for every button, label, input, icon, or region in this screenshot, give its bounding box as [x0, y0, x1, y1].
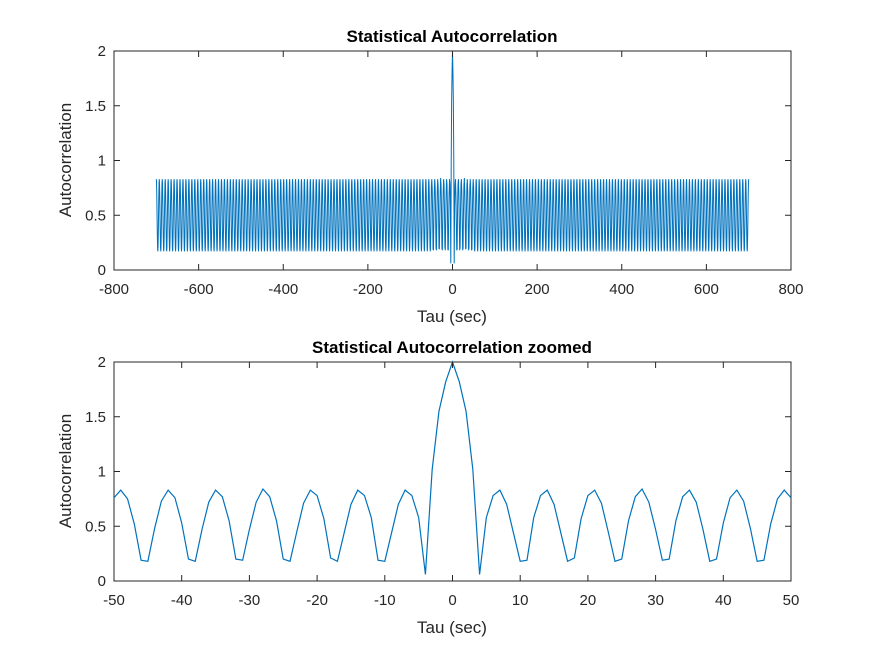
bottom-plot-y-axis-label: Autocorrelation — [56, 414, 75, 528]
bottom-plot-x-axis-label: Tau (sec) — [417, 618, 487, 637]
bottom-plot-y-tick-label: 0 — [98, 573, 106, 590]
bottom-plot-y-tick-label: 1.5 — [85, 409, 106, 426]
bottom-plot-area — [113, 361, 792, 582]
bottom-plot-x-tick-label: 30 — [647, 592, 664, 609]
bottom-plot-y-tick-label: 1 — [98, 464, 106, 481]
bottom-plot-x-tick-label: 10 — [512, 592, 529, 609]
top-plot-x-tick-label: -200 — [353, 281, 383, 298]
top-plot-ticks: -800 -600 -400 -200 0 200 400 600 800 0 0.5 1 1.5 2 — [85, 43, 803, 298]
bottom-plot-x-tick-label: -20 — [306, 592, 328, 609]
top-plot-y-tick-label: 1.5 — [85, 98, 106, 115]
bottom-plot-title: Statistical Autocorrelation zoomed — [312, 338, 592, 357]
bottom-plot: -50 -40 -30 -20 -10 0 10 20 30 40 50 0 0.5 1 1.5 2 Stat… — [56, 338, 799, 637]
top-plot-y-tick-label: 0.5 — [85, 207, 106, 224]
bottom-plot-x-tick-label: -10 — [374, 592, 396, 609]
top-plot-x-tick-label: -400 — [268, 281, 298, 298]
top-plot-x-tick-label: -600 — [184, 281, 214, 298]
top-plot-x-axis-label: Tau (sec) — [417, 307, 487, 326]
bottom-plot-x-tick-label: -40 — [171, 592, 193, 609]
top-plot-x-tick-label: 800 — [778, 281, 803, 298]
top-plot-y-tick-label: 0 — [98, 262, 106, 279]
top-plot: -800 -600 -400 -200 0 200 400 600 800 0 0.5 1 1.5 2 S… — [56, 27, 804, 326]
bottom-plot-x-tick-label: -50 — [103, 592, 125, 609]
top-plot-y-tick-label: 1 — [98, 153, 106, 170]
bottom-plot-x-tick-label: 0 — [448, 592, 456, 609]
top-plot-x-tick-label: 0 — [448, 281, 456, 298]
bottom-plot-x-tick-label: -30 — [239, 592, 261, 609]
top-plot-y-tick-label: 2 — [98, 43, 106, 60]
bottom-plot-x-tick-label: 20 — [580, 592, 597, 609]
top-plot-x-tick-label: 600 — [694, 281, 719, 298]
bottom-plot-x-tick-label: 40 — [715, 592, 732, 609]
top-plot-x-tick-label: 400 — [609, 281, 634, 298]
top-plot-x-tick-label: -800 — [99, 281, 129, 298]
bottom-plot-x-tick-label: 50 — [783, 592, 800, 609]
top-plot-y-axis-label: Autocorrelation — [56, 103, 75, 217]
bottom-plot-ticks: -50 -40 -30 -20 -10 0 10 20 30 40 50 0 0.5 1 1.5 2 — [85, 354, 799, 609]
top-plot-x-tick-label: 200 — [525, 281, 550, 298]
top-plot-area — [113, 50, 792, 271]
bottom-plot-y-tick-label: 0.5 — [85, 518, 106, 535]
bottom-plot-y-tick-label: 2 — [98, 354, 106, 371]
top-plot-title: Statistical Autocorrelation — [347, 27, 558, 46]
